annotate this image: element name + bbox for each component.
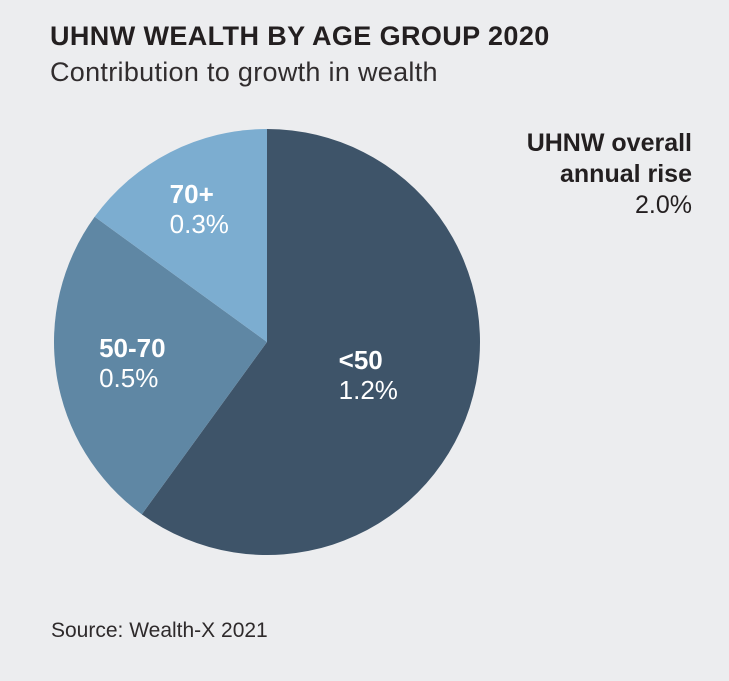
slice-percentage: 1.2% [338, 374, 398, 405]
slice-percentage: 0.3% [169, 209, 229, 240]
slice-label-70-plus: 70+ 0.3% [170, 179, 229, 239]
slice-percentage: 0.5% [99, 363, 159, 394]
annotation-value: 2.0% [635, 191, 692, 219]
slice-label-50-70: 50-70 0.5% [99, 333, 166, 393]
overall-rise-annotation: UHNW overall annual rise 2.0% [527, 128, 692, 221]
slice-category: 70+ [169, 179, 214, 210]
pie-slice-1 [54, 216, 267, 515]
chart-subtitle: Contribution to growth in wealth [50, 57, 438, 87]
slice-category: <50 [338, 344, 383, 375]
pie-slice-0 [141, 129, 480, 555]
slice-category: 50-70 [99, 333, 166, 364]
pie-chart: <50 1.2% 50-70 0.5% 70+ 0.3% [54, 129, 480, 555]
annotation-line-1: UHNW overall [526, 129, 692, 157]
chart-title: UHNW WEALTH BY AGE GROUP 2020 [50, 21, 550, 51]
annotation-line-2: annual rise [560, 160, 692, 188]
source-attribution: Source: Wealth-X 2021 [51, 619, 268, 642]
slice-label-under-50: <50 1.2% [339, 345, 398, 405]
pie-chart-svg [54, 129, 480, 555]
pie-slice-2 [94, 129, 268, 342]
